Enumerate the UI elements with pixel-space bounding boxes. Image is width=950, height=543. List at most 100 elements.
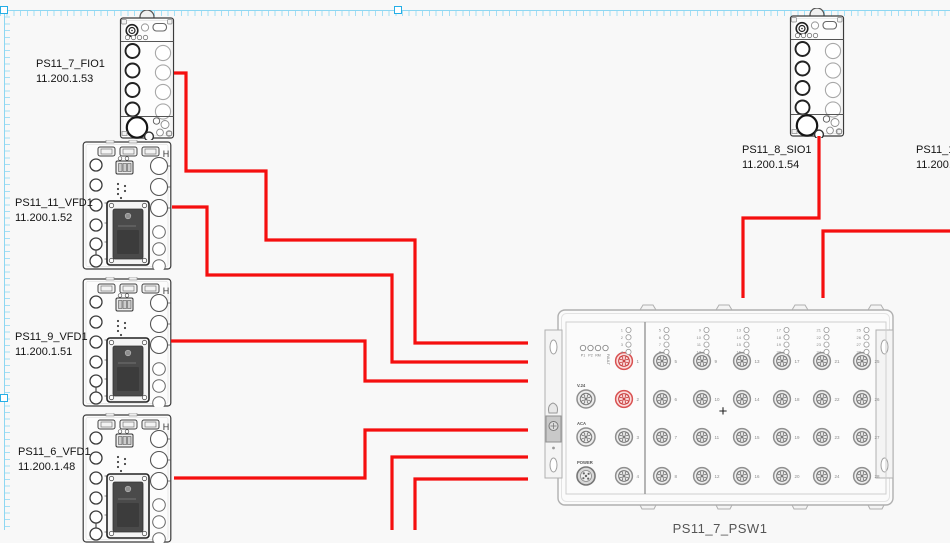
svg-text:10: 10 — [715, 397, 721, 402]
svg-text:15: 15 — [755, 435, 761, 440]
device-name: PS11_7_FIO1 — [36, 58, 105, 70]
svg-text:27: 27 — [875, 435, 881, 440]
selection-handle-top-left[interactable] — [0, 6, 8, 14]
svg-text:20: 20 — [777, 349, 782, 354]
port-25: 25 25 — [852, 326, 881, 371]
device-name: PS11_11_VFD1 — [15, 197, 93, 209]
svg-text:11: 11 — [697, 342, 702, 347]
label-switch: PS11_7_PSW1 — [672, 521, 768, 536]
wire-bottom2-to-switch[interactable] — [413, 477, 528, 530]
switch-status-leds: P1 P2 RM FAULT — [579, 344, 610, 366]
port-26: 26 26 — [852, 334, 880, 409]
svg-text:6: 6 — [675, 397, 678, 402]
svg-text:5: 5 — [675, 359, 678, 364]
port-27: 27 27 — [852, 341, 881, 447]
svg-text:25: 25 — [857, 328, 862, 333]
port-6: 66 — [652, 334, 678, 409]
svg-text:28: 28 — [875, 474, 881, 479]
port-9: 99 — [692, 326, 718, 371]
label-vfd6: PS11_6_VFD1 11.200.1.48 — [18, 445, 91, 475]
device-sio1[interactable] — [788, 8, 846, 138]
port-5: 55 — [652, 326, 678, 371]
port-3: 33 — [614, 341, 640, 447]
svg-text:19: 19 — [777, 342, 782, 347]
svg-text:26: 26 — [857, 335, 862, 340]
svg-text:17: 17 — [795, 359, 801, 364]
svg-text:P2: P2 — [588, 354, 592, 358]
device-ip: 11.200.1.52 — [15, 212, 73, 224]
special-port-V.24: V.24 — [576, 383, 596, 409]
wire-vfd11-to-switch[interactable] — [172, 205, 528, 364]
svg-text:19: 19 — [795, 435, 801, 440]
port-13: 13 13 — [732, 326, 760, 371]
wire-bottom1-to-switch[interactable] — [390, 455, 528, 530]
special-port-POWER: POWER — [576, 460, 596, 486]
svg-text:27: 27 — [857, 342, 862, 347]
svg-text:21: 21 — [817, 328, 822, 333]
port-8: 88 — [652, 348, 678, 486]
svg-text:24: 24 — [835, 474, 841, 479]
svg-text:P1: P1 — [581, 354, 585, 358]
selection-border-top — [0, 10, 950, 16]
switch-port-grid: 1122334455667788991010111112121313141415… — [614, 326, 881, 486]
port-14: 14 14 — [732, 334, 761, 409]
port-28: 28 28 — [852, 348, 881, 486]
svg-text:12: 12 — [697, 349, 702, 354]
svg-text:23: 23 — [817, 342, 822, 347]
svg-text:15: 15 — [737, 342, 742, 347]
port-2: 22 — [614, 334, 640, 409]
svg-text:20: 20 — [795, 474, 801, 479]
svg-text:7: 7 — [659, 342, 662, 347]
device-ip: 11.200.1.48 — [18, 461, 76, 473]
selection-handle-left-mid[interactable] — [0, 394, 8, 402]
svg-text:ACA: ACA — [577, 421, 586, 426]
svg-text:V.24: V.24 — [577, 383, 586, 388]
wire-right-to-switch[interactable] — [821, 229, 950, 298]
svg-text:25: 25 — [875, 359, 881, 364]
svg-text:16: 16 — [737, 349, 742, 354]
svg-text:FAULT: FAULT — [606, 354, 610, 366]
switch-center-mark: + — [719, 403, 728, 420]
svg-text:5: 5 — [659, 328, 662, 333]
svg-text:21: 21 — [835, 359, 841, 364]
svg-text:14: 14 — [755, 397, 761, 402]
wire-vfd6-to-switch[interactable] — [174, 428, 528, 480]
device-ip: 11.200.1 — [916, 159, 950, 171]
device-vfd9[interactable] — [82, 277, 172, 407]
selection-border-left — [4, 10, 10, 530]
svg-text:4: 4 — [621, 349, 624, 354]
label-sio1: PS11_8_SIO1 11.200.1.54 — [742, 143, 812, 173]
wire-sio1-to-switch[interactable] — [741, 136, 821, 298]
device-fio1[interactable] — [118, 10, 176, 140]
svg-text:12: 12 — [715, 474, 721, 479]
svg-text:6: 6 — [659, 335, 662, 340]
wire-fio1-to-switch[interactable] — [174, 71, 528, 345]
svg-text:3: 3 — [621, 342, 624, 347]
switch-special-ports: V.24 ACA POWER — [576, 383, 596, 486]
selection-handle-top-mid[interactable] — [394, 6, 402, 14]
svg-text:10: 10 — [697, 335, 702, 340]
svg-text:22: 22 — [835, 397, 841, 402]
svg-text:24: 24 — [817, 349, 822, 354]
svg-text:14: 14 — [737, 335, 742, 340]
port-21: 21 21 — [812, 326, 841, 371]
svg-text:2: 2 — [621, 335, 624, 340]
svg-text:18: 18 — [795, 397, 801, 402]
svg-text:23: 23 — [835, 435, 841, 440]
port-7: 77 — [652, 341, 678, 447]
svg-text:9: 9 — [699, 328, 702, 333]
svg-text:1: 1 — [621, 328, 624, 333]
svg-text:13: 13 — [737, 328, 742, 333]
device-name: PS11_9_VFD1 — [15, 331, 88, 343]
device-vfd6[interactable] — [82, 413, 172, 543]
port-24: 24 24 — [812, 348, 841, 486]
port-11: 11 11 — [692, 341, 720, 447]
wire-vfd9-to-switch[interactable] — [171, 339, 528, 383]
device-vfd11[interactable] — [82, 140, 172, 270]
